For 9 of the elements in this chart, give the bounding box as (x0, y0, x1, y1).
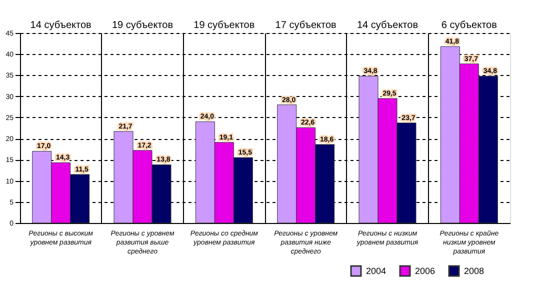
text: 14 субъектов (356, 20, 418, 31)
legend-label: 2006 (415, 266, 436, 276)
text: 17 субъектов (275, 20, 336, 31)
text: 6 субъектов (441, 20, 497, 31)
text: 14 субъектов (30, 20, 92, 31)
text: 19 субъектов (194, 20, 255, 31)
legend-label: 2004 (366, 266, 386, 276)
text: 19 субъектов (112, 20, 174, 31)
legend-label: 2008 (464, 266, 484, 276)
